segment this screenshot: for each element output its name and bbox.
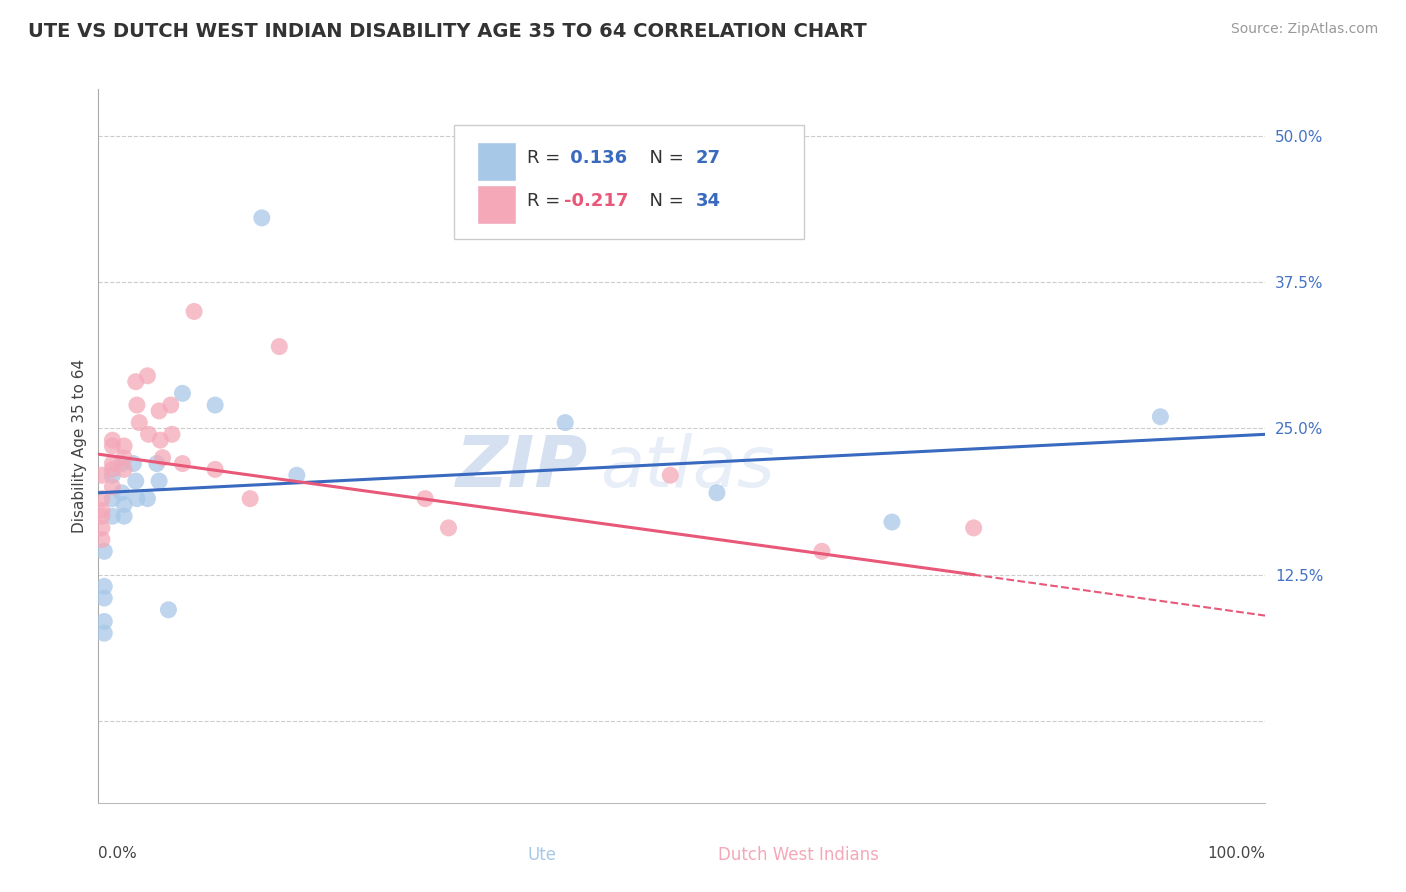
Point	[183, 304, 205, 318]
Point	[160, 427, 183, 442]
Point	[90, 491, 112, 506]
FancyBboxPatch shape	[454, 125, 804, 239]
Point	[152, 450, 174, 465]
Text: 0.0%: 0.0%	[98, 846, 138, 861]
Point	[172, 457, 194, 471]
Point	[811, 544, 834, 558]
Point	[128, 416, 150, 430]
Point	[136, 368, 159, 383]
Point	[101, 457, 124, 471]
Point	[112, 498, 135, 512]
Point	[93, 615, 115, 629]
Point	[90, 533, 112, 547]
Text: 100.0%: 100.0%	[1208, 846, 1265, 861]
Point	[125, 491, 148, 506]
Point	[125, 375, 148, 389]
Point	[101, 468, 124, 483]
Point	[437, 521, 460, 535]
Point	[93, 626, 115, 640]
Point	[172, 386, 194, 401]
Point	[101, 462, 124, 476]
Point	[250, 211, 273, 225]
Point	[204, 462, 226, 476]
Point	[138, 427, 160, 442]
Point	[90, 468, 112, 483]
Text: atlas: atlas	[600, 433, 775, 502]
Point	[112, 509, 135, 524]
Point	[146, 457, 169, 471]
Point	[111, 457, 134, 471]
Point	[112, 439, 135, 453]
Point	[157, 603, 180, 617]
Y-axis label: Disability Age 35 to 64: Disability Age 35 to 64	[72, 359, 87, 533]
Text: R =: R =	[527, 149, 565, 167]
Text: Ute: Ute	[527, 846, 557, 863]
Point	[112, 462, 135, 476]
Text: ZIP: ZIP	[457, 433, 589, 502]
Text: Dutch West Indians: Dutch West Indians	[718, 846, 879, 863]
Point	[111, 485, 134, 500]
Point	[413, 491, 436, 506]
Point	[122, 457, 145, 471]
Point	[125, 398, 148, 412]
Point	[136, 491, 159, 506]
Text: R =: R =	[527, 192, 565, 210]
Text: 34: 34	[696, 192, 721, 210]
Point	[285, 468, 308, 483]
Point	[112, 450, 135, 465]
Point	[90, 521, 112, 535]
Text: Source: ZipAtlas.com: Source: ZipAtlas.com	[1230, 22, 1378, 37]
Text: UTE VS DUTCH WEST INDIAN DISABILITY AGE 35 TO 64 CORRELATION CHART: UTE VS DUTCH WEST INDIAN DISABILITY AGE …	[28, 22, 868, 41]
Point	[962, 521, 984, 535]
Point	[149, 433, 172, 447]
Point	[93, 544, 115, 558]
Point	[101, 509, 124, 524]
Text: -0.217: -0.217	[564, 192, 628, 210]
Point	[90, 509, 112, 524]
Point	[125, 474, 148, 488]
Text: N =: N =	[637, 192, 689, 210]
Point	[148, 474, 170, 488]
Point	[706, 485, 728, 500]
Point	[101, 480, 124, 494]
Text: 27: 27	[696, 149, 721, 167]
Text: N =: N =	[637, 149, 689, 167]
Point	[880, 515, 903, 529]
Point	[93, 591, 115, 605]
Point	[659, 468, 682, 483]
Text: 0.136: 0.136	[564, 149, 627, 167]
Point	[554, 416, 576, 430]
FancyBboxPatch shape	[478, 186, 515, 223]
Point	[101, 439, 124, 453]
Point	[1149, 409, 1171, 424]
Point	[101, 491, 124, 506]
Point	[204, 398, 226, 412]
FancyBboxPatch shape	[478, 143, 515, 180]
Point	[159, 398, 181, 412]
Point	[101, 433, 124, 447]
Point	[148, 404, 170, 418]
Point	[269, 340, 291, 354]
Point	[93, 579, 115, 593]
Point	[239, 491, 262, 506]
Point	[90, 503, 112, 517]
